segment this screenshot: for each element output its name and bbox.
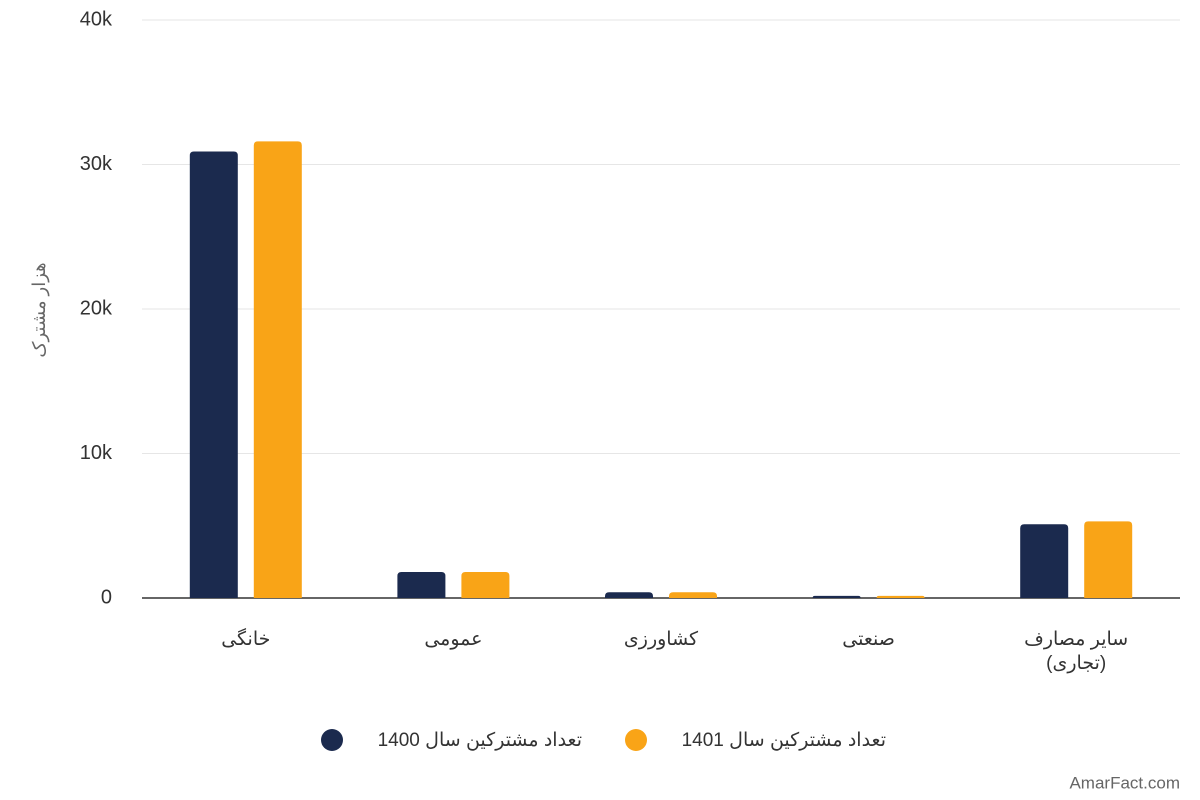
bar (605, 592, 653, 598)
bar (461, 571, 510, 598)
bar (253, 141, 302, 598)
y-tick-label: 40k (80, 8, 113, 30)
y-tick-label: 20k (80, 297, 113, 319)
x-tick-label: کشاورزی (623, 629, 699, 650)
bar (1084, 521, 1133, 598)
y-tick-label: 0 (101, 586, 112, 608)
bar (876, 595, 925, 598)
y-tick-label: 30k (80, 153, 113, 175)
x-tick-label: سایر مصارف (تجاری) (1024, 629, 1129, 674)
bar (397, 571, 446, 598)
y-axis-label: هزار مشترک (29, 262, 50, 357)
legend-marker (321, 729, 343, 751)
legend-label: تعداد مشترکین سال 1400 (378, 730, 582, 751)
legend-label: تعداد مشترکین سال 1401 (682, 730, 886, 751)
y-tick-label: 10k (80, 442, 113, 464)
bar (669, 592, 717, 598)
x-tick-label: عمومی (424, 629, 483, 650)
bar (812, 595, 861, 598)
x-tick-label: خانگی (221, 629, 271, 650)
watermark: AmarFact.com (1069, 773, 1180, 792)
x-tick-label: صنعتی (842, 629, 895, 650)
bar (189, 151, 238, 598)
bar (1020, 524, 1069, 598)
legend-marker (625, 729, 647, 751)
